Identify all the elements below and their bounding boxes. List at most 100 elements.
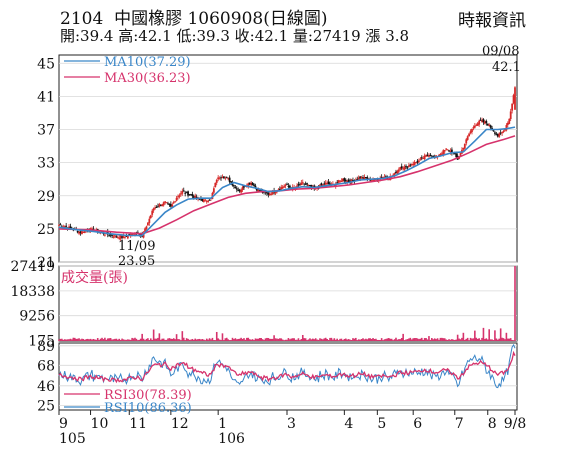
volume-bar <box>142 338 145 341</box>
candle-body <box>466 136 469 140</box>
volume-bar <box>456 334 459 341</box>
x-tick-label: 11 <box>129 416 147 432</box>
volume-bar <box>160 339 162 341</box>
candle-body <box>319 184 321 187</box>
volume-bar <box>438 339 440 341</box>
candle-body <box>409 164 412 166</box>
volume-bar <box>197 339 199 341</box>
candle-body <box>301 182 304 184</box>
candle-body <box>485 120 488 124</box>
candle-body <box>342 178 344 182</box>
candle-body <box>65 225 68 227</box>
candle-body <box>142 233 145 238</box>
volume-bar <box>462 332 465 341</box>
candle-body <box>116 236 119 238</box>
candle-body <box>126 235 129 239</box>
volume-bar <box>125 339 128 341</box>
candle-body <box>339 180 341 182</box>
candle-body <box>227 178 230 180</box>
volume-bar <box>373 338 376 341</box>
volume-bar <box>104 337 106 341</box>
candle-body <box>212 188 215 193</box>
volume-bar <box>254 338 257 341</box>
volume-bar <box>327 339 330 341</box>
candle-body <box>488 124 491 126</box>
candle-body <box>248 182 251 185</box>
candle-body <box>234 187 237 189</box>
chart-title: 2104 中國橡膠 1060908(日線圖) <box>60 4 327 29</box>
volume-bar <box>312 338 314 341</box>
volume-bar <box>218 339 221 341</box>
volume-bar <box>190 339 192 341</box>
volume-bar <box>445 339 447 341</box>
volume-bar <box>297 338 300 341</box>
volume-bar <box>324 337 327 341</box>
candle-body <box>412 163 415 166</box>
candle-body <box>451 149 453 153</box>
candle-body <box>309 184 311 186</box>
candle-body <box>323 183 326 185</box>
candle-body <box>465 139 468 144</box>
volume-bar <box>429 339 432 341</box>
candle-body <box>416 160 419 163</box>
candle-body <box>482 119 485 123</box>
candle-body <box>405 165 407 167</box>
price-tick-label: 45 <box>37 56 55 72</box>
volume-bar <box>458 338 460 341</box>
candle-body <box>495 133 498 135</box>
volume-bar <box>152 329 155 341</box>
volume-bar <box>388 338 390 341</box>
volume-bar <box>236 339 238 341</box>
candle-body <box>201 198 204 201</box>
volume-bar <box>194 338 197 341</box>
volume-bar <box>413 338 416 341</box>
volume-bar <box>276 338 278 341</box>
volume-bar <box>132 338 135 341</box>
volume-bar <box>95 339 98 341</box>
x-tick-label: 6 <box>413 416 422 432</box>
volume-bar <box>355 337 357 341</box>
candle-body <box>182 190 185 192</box>
candle-body <box>220 177 222 179</box>
volume-bar <box>334 339 337 341</box>
volume-bar <box>317 339 320 341</box>
candle-body <box>286 183 288 185</box>
candle-body <box>233 185 235 187</box>
candle-body <box>69 226 72 229</box>
volume-bar <box>237 338 240 341</box>
candle-body <box>83 230 86 233</box>
volume-bar <box>306 340 308 341</box>
volume-bar <box>253 340 255 341</box>
volume-bar <box>357 339 360 341</box>
candle-body <box>455 153 458 158</box>
candle-body <box>268 193 271 196</box>
volume-bar <box>248 339 251 341</box>
candle-body <box>363 176 366 180</box>
volume-bar <box>514 266 516 341</box>
candle-body <box>448 150 450 152</box>
candle-body <box>324 182 327 185</box>
volume-bar <box>165 339 168 341</box>
candle-body <box>165 202 168 204</box>
volume-bar <box>171 338 174 341</box>
volume-bar <box>231 337 234 341</box>
volume-bar <box>145 338 148 341</box>
volume-bar <box>393 339 396 341</box>
volume-bar <box>210 339 212 341</box>
volume-bar <box>98 339 100 341</box>
candle-body <box>59 224 62 226</box>
volume-bar <box>310 339 313 341</box>
candle-body <box>115 236 118 238</box>
candle-body <box>382 176 384 178</box>
volume-bar <box>174 339 176 341</box>
candle-body <box>191 194 194 197</box>
candle-body <box>114 235 116 237</box>
candle-body <box>281 186 284 189</box>
volume-bar <box>66 339 69 341</box>
volume-bar <box>492 340 495 341</box>
candle-body <box>468 133 471 137</box>
volume-bar <box>84 339 86 341</box>
volume-bar <box>230 340 232 341</box>
candle-body <box>423 155 426 160</box>
volume-bar <box>79 339 82 341</box>
